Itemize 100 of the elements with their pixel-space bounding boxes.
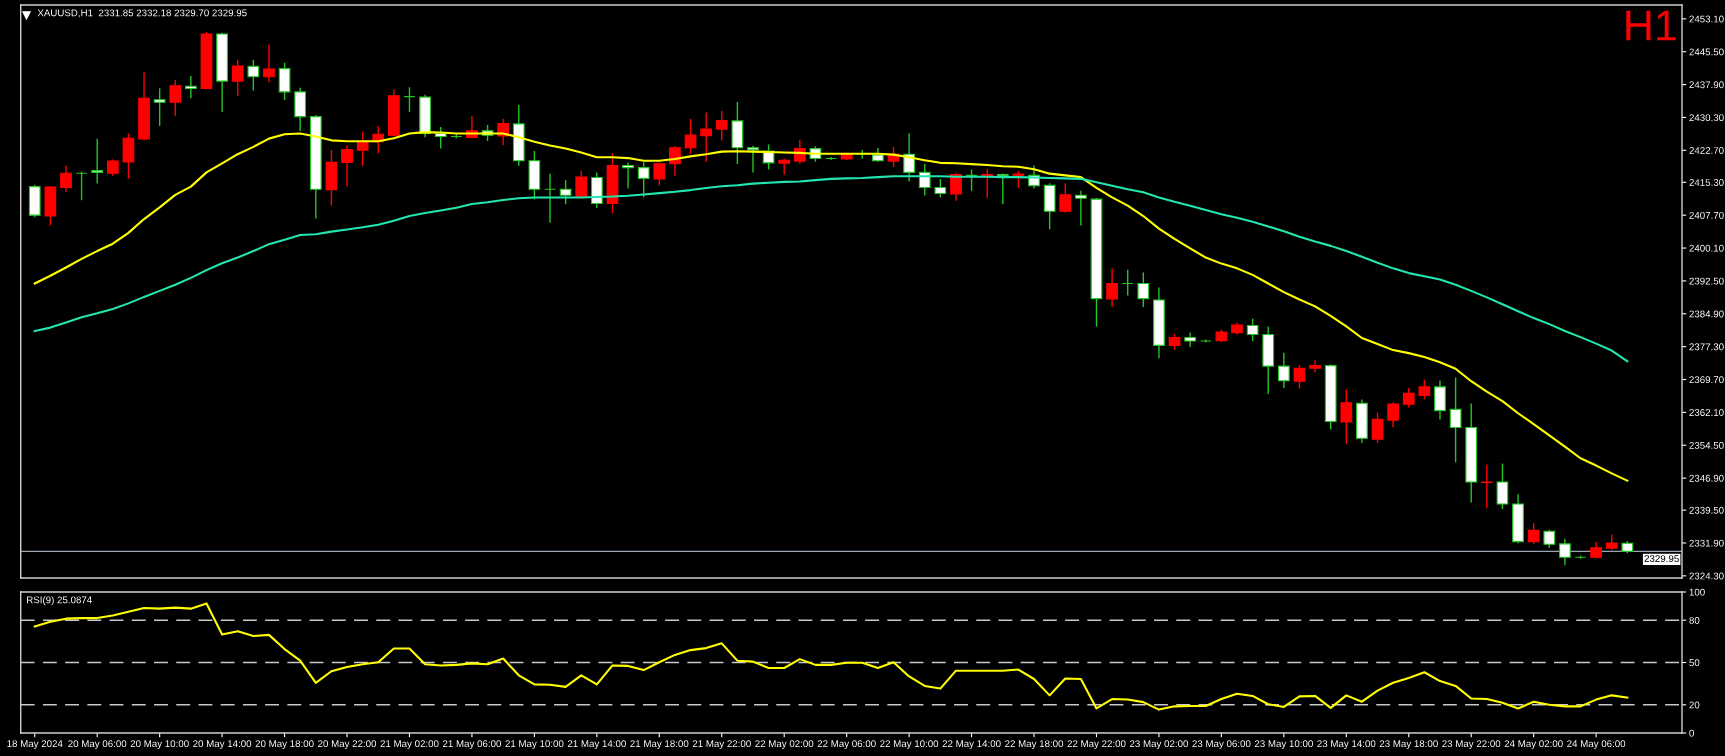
y-tick-label: 2430.30 [1689, 114, 1724, 122]
x-tick-label: 21 May 06:00 [442, 740, 502, 750]
candlestick [403, 87, 416, 113]
x-tick-label: 23 May 06:00 [1192, 740, 1251, 750]
x-tick-label: 23 May 10:00 [1254, 740, 1313, 750]
candlestick [1434, 380, 1446, 420]
candlestick [122, 133, 135, 179]
candlestick [1449, 377, 1462, 463]
y-tick-label: 2339.50 [1689, 506, 1724, 514]
candlestick [1527, 523, 1540, 545]
candlestick [278, 62, 291, 100]
annotation: H1 [1626, 10, 1676, 41]
candlestick [1340, 389, 1353, 444]
candlestick [715, 111, 728, 141]
x-tick-label: 23 May 22:00 [1442, 740, 1501, 750]
candlestick [185, 76, 197, 99]
candlestick [1309, 359, 1321, 373]
x-tick-label: 20 May 18:00 [255, 740, 314, 750]
y-tick-label: 2407.70 [1689, 211, 1724, 219]
candlestick [341, 145, 353, 187]
candlestick [1277, 352, 1290, 388]
x-tick-label: 21 May 18:00 [630, 740, 689, 750]
candlestick [91, 138, 104, 184]
x-tick-label: 18 May 2024 [7, 740, 63, 750]
x-tick-label: 22 May 10:00 [880, 740, 939, 750]
candlestick [356, 131, 369, 166]
ref-line-label: 2329.95 [1644, 555, 1679, 563]
x-tick-label: 23 May 14:00 [1317, 740, 1376, 750]
candlestick [1574, 555, 1587, 559]
y-tick-label: 2324.30 [1689, 572, 1724, 580]
candlestick [1418, 379, 1431, 400]
x-tick-label: 23 May 02:00 [1129, 740, 1189, 750]
y-tick-label: 50 [1689, 659, 1700, 667]
candlestick [544, 173, 556, 223]
candlestick [1137, 272, 1150, 308]
candlestick [637, 162, 650, 198]
y-tick-label: 80 [1689, 616, 1700, 624]
y-tick-label: 2453.10 [1689, 15, 1724, 23]
y-tick-label: 0 [1689, 729, 1694, 737]
candlestick [231, 59, 244, 97]
candlestick [965, 169, 978, 191]
chart-title: RSI(9) 25.0874 [27, 596, 92, 606]
y-tick-label: 2331.90 [1689, 539, 1724, 547]
x-tick-label: 23 May 18:00 [1379, 740, 1438, 750]
chart-title: XAUUSD,H1 2331.85 2332.18 2329.70 2329.95 [37, 9, 247, 18]
x-tick-label: 22 May 18:00 [1005, 740, 1064, 750]
candlestick [747, 145, 759, 173]
candlestick [559, 179, 572, 205]
candlestick [75, 171, 88, 201]
x-tick-label: 22 May 02:00 [755, 740, 814, 750]
y-tick-label: 20 [1689, 701, 1700, 709]
x-tick-label: 24 May 06:00 [1567, 740, 1626, 750]
y-tick-label: 2384.90 [1689, 310, 1724, 318]
y-tick-label: 2354.50 [1689, 441, 1724, 449]
candlestick [1559, 538, 1571, 566]
y-tick-label: 2369.70 [1689, 376, 1724, 384]
candlestick [575, 170, 588, 198]
x-tick-label: 22 May 14:00 [942, 740, 1001, 750]
candlestick [1121, 269, 1134, 296]
candlestick [1199, 339, 1212, 343]
candlestick [1246, 318, 1259, 342]
candlestick [1480, 464, 1493, 509]
x-tick-label: 21 May 10:00 [505, 740, 564, 750]
y-tick-label: 2392.50 [1689, 277, 1724, 285]
candlestick [622, 162, 634, 189]
candlestick [1106, 268, 1118, 308]
candlestick [1184, 332, 1197, 347]
candlestick [263, 44, 275, 83]
candlestick [1402, 387, 1415, 408]
candlestick [1059, 183, 1072, 213]
candlestick [684, 118, 697, 155]
y-tick-label: 2400.10 [1689, 244, 1724, 252]
candlestick [950, 172, 962, 201]
candlestick [1371, 412, 1384, 443]
candlestick [1293, 364, 1306, 389]
x-tick-label: 20 May 14:00 [193, 740, 252, 750]
x-tick-label: 22 May 06:00 [817, 740, 876, 750]
candlestick [60, 165, 72, 193]
x-tick-label: 21 May 22:00 [692, 740, 751, 750]
x-tick-label: 21 May 14:00 [567, 740, 626, 750]
x-tick-label: 20 May 06:00 [68, 740, 127, 750]
candlestick [1496, 463, 1509, 510]
y-tick-label: 2422.70 [1689, 147, 1724, 154]
x-tick-label: 20 May 22:00 [318, 740, 377, 750]
x-tick-label: 20 May 10:00 [130, 740, 189, 750]
y-tick-label: 2437.90 [1689, 81, 1724, 89]
candlestick [653, 162, 666, 186]
candlestick [1387, 402, 1400, 428]
x-tick-label: 24 May 02:00 [1504, 740, 1563, 750]
candlestick [1075, 190, 1087, 226]
candlestick [903, 133, 915, 182]
x-tick-label: 22 May 22:00 [1067, 740, 1126, 750]
y-tick-label: 2346.90 [1689, 474, 1724, 482]
y-tick-label: 2415.30 [1689, 179, 1724, 186]
y-tick-label: 2362.10 [1689, 409, 1724, 416]
y-tick-label: 2377.30 [1689, 343, 1724, 351]
candlestick [825, 156, 837, 161]
x-tick-label: 21 May 02:00 [380, 740, 439, 750]
candlestick [247, 59, 260, 91]
candlestick [153, 88, 166, 126]
